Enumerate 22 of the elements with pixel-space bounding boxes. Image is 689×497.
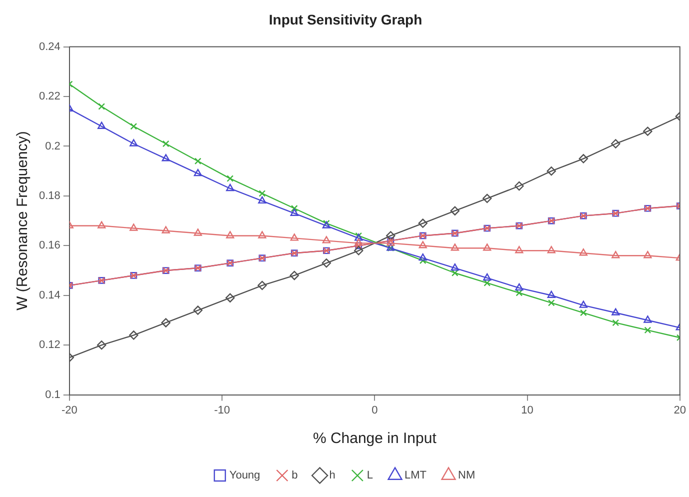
chart-title: Input Sensitivity Graph bbox=[268, 11, 422, 28]
legend-label: L bbox=[366, 470, 374, 482]
legend-label: b bbox=[292, 470, 298, 482]
x-tick-label: 20 bbox=[674, 404, 686, 416]
legend-label: Young bbox=[229, 470, 260, 482]
y-tick-label: 0.14 bbox=[38, 289, 60, 302]
legend-label: LMT bbox=[404, 470, 427, 482]
y-tick-label: 0.2 bbox=[45, 140, 60, 152]
y-tick-label: 0.1 bbox=[45, 388, 60, 401]
y-tick-label: 0.12 bbox=[38, 339, 60, 352]
x-tick-label: -10 bbox=[214, 404, 230, 416]
y-axis-title: W (Resonance Frequency) bbox=[14, 131, 32, 310]
y-tick-label: 0.18 bbox=[38, 190, 60, 202]
x-tick-label: -20 bbox=[61, 404, 78, 416]
y-tick-label: 0.24 bbox=[38, 40, 60, 53]
y-tick-label: 0.22 bbox=[38, 90, 60, 103]
legend-label: NM bbox=[458, 470, 476, 482]
x-axis-title: % Change in Input bbox=[312, 430, 438, 448]
x-tick-label: 10 bbox=[521, 404, 534, 416]
legend-label: h bbox=[329, 470, 336, 482]
x-tick-label: 0 bbox=[372, 404, 378, 416]
y-tick-label: 0.16 bbox=[38, 240, 60, 252]
